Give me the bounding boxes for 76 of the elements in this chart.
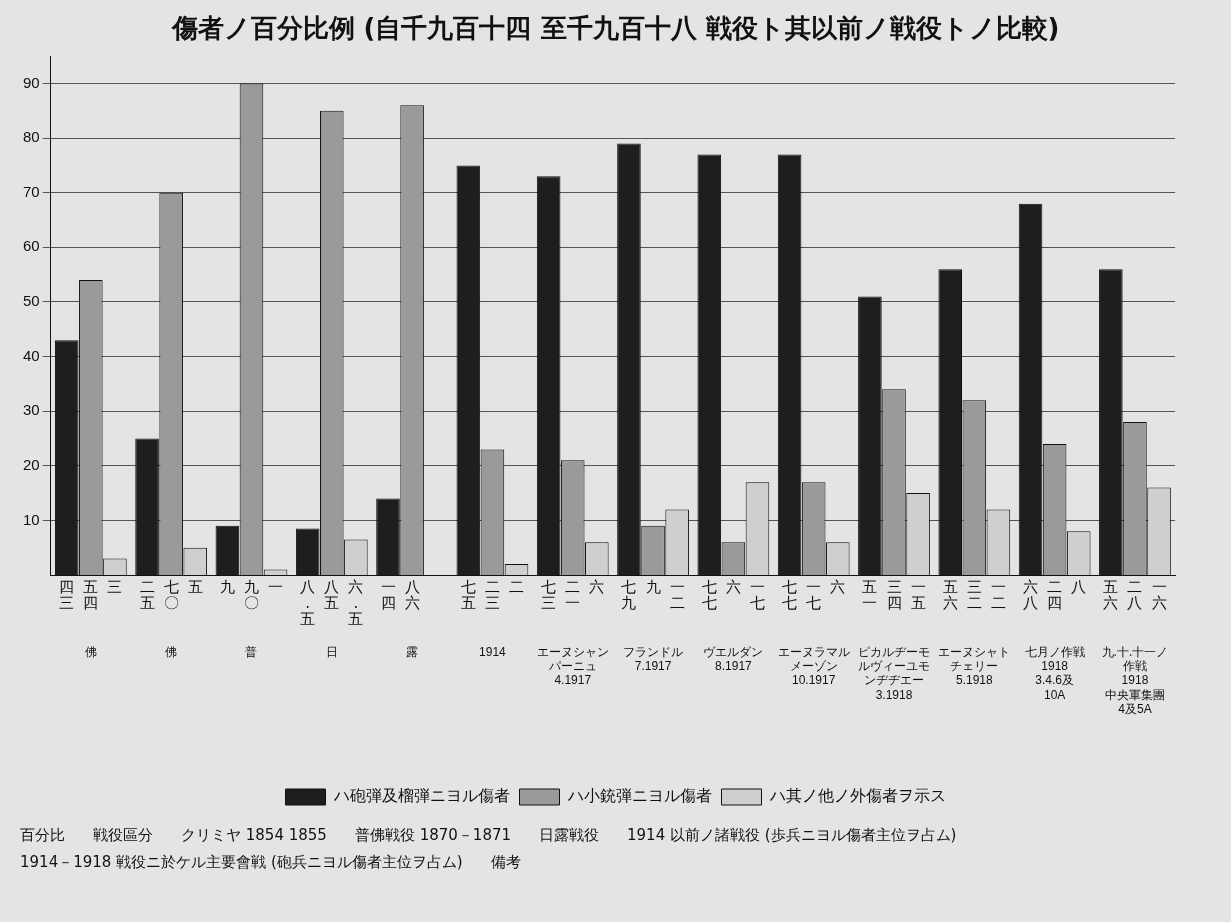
data-label: 一二: [669, 578, 685, 613]
data-label: 一七: [749, 578, 765, 613]
data-label: 七三: [541, 578, 557, 613]
data-label: 三二: [966, 578, 982, 613]
data-label: 六.五: [348, 578, 364, 629]
x-tick-label: エーヌラマルメーゾン 10.1917: [777, 644, 850, 688]
x-tick-label: 七月ノ作戦 1918 3.4.6及 10A: [1024, 644, 1085, 702]
text: 1914－1918 戦役ニ於ケル主要會戦 (砲兵ニヨル傷者主位ヲ占ム): [20, 853, 463, 872]
y-tick-label: 70: [23, 182, 40, 200]
x-tick-label: ヴエルダン 8.1917: [703, 644, 764, 673]
x-tick-label: エーヌシャトチェリー 5.1918: [938, 644, 1011, 688]
x-tick-label: 露: [406, 644, 419, 659]
data-label: 五六: [1103, 578, 1119, 613]
text: 百分比: [20, 826, 65, 845]
data-label: 八五: [324, 578, 340, 613]
y-tick-label: 40: [23, 346, 40, 364]
legend-label: ハ小銃弾ニヨル傷者: [566, 787, 712, 805]
data-label: 一二: [990, 578, 1006, 613]
data-label: 五四: [83, 578, 99, 613]
text: 戦役區分: [93, 826, 153, 845]
x-tick-label: 日: [325, 644, 338, 659]
data-label: 八: [1071, 578, 1087, 597]
text: 1914 以前ノ諸戦役 (歩兵ニヨル傷者主位ヲ占ム): [627, 826, 957, 845]
data-label: 二三: [484, 578, 500, 613]
data-label: 九: [219, 578, 235, 597]
y-tick-label: 80: [23, 128, 40, 146]
data-label: 二一: [565, 578, 581, 613]
x-tick-label: ピカルヂーモルヴィーユモンヂヂエー 3.1918: [858, 644, 930, 702]
data-label: 九: [645, 578, 661, 597]
chart-title: 傷者ノ百分比例 (自千九百十四 至千九百十八 戦役ト其以前ノ戦役トノ比較): [170, 13, 1060, 44]
x-tick-label: エーヌシャンパーニュ 4.1917: [536, 644, 609, 688]
data-label: 八.五: [300, 578, 316, 629]
legend-label: ハ砲弾及榴弾ニヨル傷者: [332, 787, 510, 805]
data-label: 七七: [782, 578, 798, 613]
x-tick-label: 普: [245, 644, 258, 659]
data-label: 五一: [862, 578, 878, 613]
y-tick-label: 50: [23, 292, 40, 310]
data-label: 一六: [1151, 578, 1167, 613]
y-tick-label: 90: [23, 73, 40, 91]
x-tick-label: 佛: [84, 644, 97, 659]
x-tick-label: 九.十.十一ノ作戦 1918 中央軍集團 4及5A: [1101, 644, 1169, 717]
text: 備考: [490, 853, 521, 872]
data-label: 六: [725, 578, 741, 597]
data-label: 六八: [1023, 578, 1039, 613]
data-label: 七五: [460, 578, 476, 613]
data-label: 七〇: [163, 578, 179, 613]
x-tick-label: 佛: [165, 644, 178, 659]
data-label: 三四: [886, 578, 902, 613]
text: 日露戦役: [539, 826, 600, 845]
y-tick-label: 30: [23, 401, 40, 419]
legend-label: ハ其ノ他ノ外傷者ヲ示ス: [768, 787, 946, 805]
x-tick-label: フランドル 7.1917: [623, 644, 684, 673]
data-label: 六: [830, 578, 846, 597]
data-label: 四三: [59, 578, 75, 613]
data-label: 一七: [806, 578, 822, 613]
data-label: 一四: [380, 578, 396, 613]
data-label: 二五: [139, 578, 155, 613]
text: クリミヤ 1854 1855: [181, 826, 327, 845]
data-label: 九〇: [243, 578, 259, 613]
data-label: 一五: [910, 578, 926, 613]
data-label: 二八: [1127, 578, 1143, 613]
data-label: 二四: [1047, 578, 1063, 613]
data-label: 五: [187, 578, 203, 597]
data-label: 七九: [621, 578, 637, 613]
data-label: 二: [509, 578, 525, 597]
data-label: 八六: [404, 578, 420, 613]
y-tick-label: 10: [23, 510, 40, 528]
x-tick-label: 1914: [479, 644, 507, 659]
data-label: 六: [589, 578, 605, 597]
data-label: 三: [107, 578, 123, 597]
data-label: 七七: [701, 578, 717, 613]
data-label: 一: [268, 578, 284, 597]
y-tick-label: 60: [23, 237, 40, 255]
data-label: 五六: [942, 578, 958, 613]
text: 普佛戦役 1870－1871: [354, 826, 512, 845]
y-tick-label: 20: [23, 455, 40, 473]
